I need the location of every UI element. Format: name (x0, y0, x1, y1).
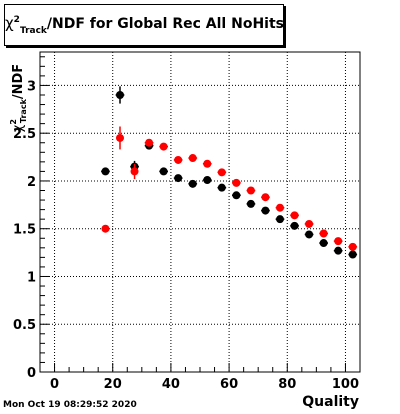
series-red (101, 126, 358, 251)
chart-title-sub: Track (19, 26, 47, 36)
data-point (290, 221, 299, 230)
plot-area (40, 52, 360, 372)
data-point (203, 176, 212, 184)
x-tick-label: 60 (220, 377, 238, 392)
axes: 0 20 40 60 80 100 0 0.5 1 1.5 2 2.5 3 (13, 51, 361, 392)
data-point (101, 167, 110, 176)
data-point (276, 215, 284, 224)
y-tick-label: 2.5 (13, 127, 36, 142)
chart-title-box: χ2Track/NDF for Global Rec All NoHits (4, 4, 284, 46)
y-tick-label: 1.5 (13, 223, 36, 238)
data-point (246, 199, 255, 208)
y-axis-label-sub: Track (19, 98, 28, 123)
data-point (276, 203, 284, 212)
data-point (159, 167, 168, 176)
grid (40, 52, 360, 373)
data-point (101, 224, 110, 233)
data-point (130, 167, 139, 176)
data-point (305, 230, 314, 239)
chart-title: χ2Track/NDF for Global Rec All NoHits (5, 14, 284, 36)
data-point (232, 191, 241, 200)
data-point (188, 154, 197, 163)
data-point (305, 219, 314, 228)
series-black (101, 86, 358, 259)
y-tick-label: 3 (27, 79, 36, 94)
x-tick-label: 20 (104, 377, 122, 392)
timestamp-footer: Mon Oct 19 08:29:52 2020 (3, 400, 137, 410)
x-tick-label: 40 (162, 377, 180, 392)
data-point (174, 155, 183, 164)
y-tick-label: 2 (27, 175, 36, 190)
data-point (145, 138, 154, 147)
data-point (188, 179, 197, 188)
data-point (116, 90, 124, 99)
data-point (246, 186, 255, 195)
data-point (217, 168, 226, 177)
data-point (348, 242, 357, 251)
y-tick-label: 0 (27, 366, 36, 381)
x-tick-label: 0 (50, 377, 59, 392)
y-axis-label-symbol: χ (11, 124, 26, 132)
y-axis-label: χ2Track/NDF (9, 64, 28, 132)
data-point (334, 237, 343, 246)
data-point (348, 250, 357, 259)
data-point (217, 183, 226, 192)
y-axis-label-rest: /NDF (11, 64, 26, 99)
data-point (232, 178, 241, 187)
y-tick-label: 0.5 (13, 318, 36, 333)
data-point (116, 133, 124, 142)
data-series (101, 86, 358, 259)
chart-title-rest: /NDF for Global Rec All NoHits (46, 16, 284, 32)
data-point (319, 239, 328, 248)
y-axis-label-sup: 2 (9, 119, 18, 125)
data-point (261, 206, 270, 215)
data-point (174, 174, 183, 183)
data-point (203, 159, 212, 168)
data-point (159, 142, 168, 151)
x-axis-label: Quality (302, 394, 359, 410)
chart-title-sup: 2 (13, 15, 20, 25)
data-point (334, 246, 343, 255)
x-tick-label: 80 (278, 377, 296, 392)
data-point (319, 229, 328, 238)
chart-title-symbol: χ (5, 14, 14, 32)
data-point (261, 193, 270, 202)
svg-text:χ2Track/NDF: χ2Track/NDF (9, 64, 28, 132)
y-tick-label: 1 (27, 270, 36, 285)
data-point (290, 211, 299, 220)
x-tick-label: 100 (332, 377, 359, 392)
